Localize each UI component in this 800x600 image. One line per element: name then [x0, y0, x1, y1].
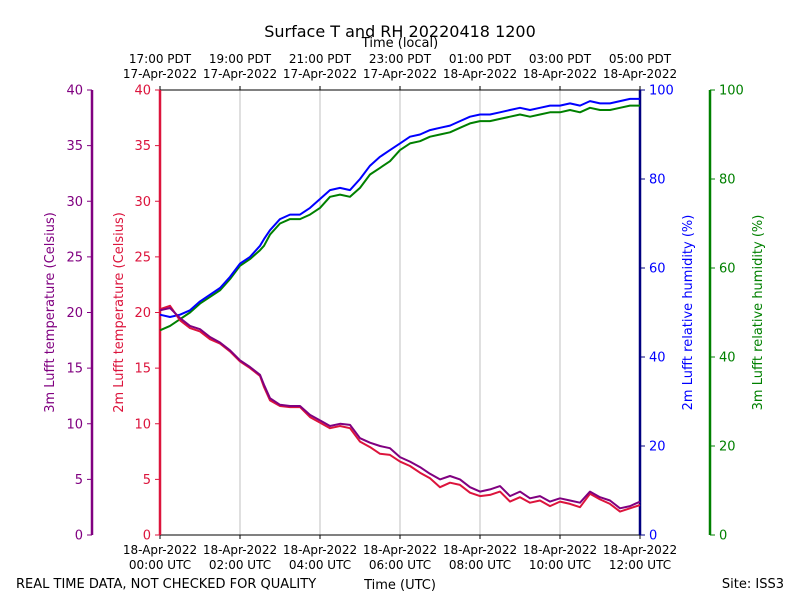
y-axis-2m-temp-tick-label-6: 30 — [134, 195, 151, 210]
x-top-tick-label-date-6: 18-Apr-2022 — [603, 67, 677, 81]
y-axis-2m-temp-tick-label-7: 35 — [134, 139, 151, 154]
y-axis-2m-temp-tick-label-8: 40 — [134, 84, 151, 99]
x-bottom-tick-label-time-2: 04:00 UTC — [289, 558, 351, 572]
x-top-tick-label-date-4: 18-Apr-2022 — [443, 67, 517, 81]
x-bottom-tick-label-date-1: 18-Apr-2022 — [203, 543, 277, 557]
y-axis-2m-rh-tick-label-3: 60 — [649, 262, 666, 277]
x-bottom-tick-label-date-6: 18-Apr-2022 — [603, 543, 677, 557]
y-axis-2m-temp-tick-label-4: 20 — [134, 306, 151, 321]
y-axis-3m-temp-tick-label-8: 40 — [66, 84, 83, 99]
x-top-tick-label-date-1: 17-Apr-2022 — [203, 67, 277, 81]
x-top-tick-label-date-5: 18-Apr-2022 — [523, 67, 597, 81]
x-top-tick-label-time-4: 01:00 PDT — [449, 52, 512, 66]
y-axis-3m-temp-tick-label-0: 0 — [75, 529, 83, 544]
x-bottom-tick-label-time-1: 02:00 UTC — [209, 558, 271, 572]
y-axis-2m-temp-tick-label-3: 15 — [134, 362, 151, 377]
x-top-tick-label-time-2: 21:00 PDT — [289, 52, 352, 66]
y-axis-2m-temp-tick-label-2: 10 — [134, 417, 151, 432]
x-bottom-tick-label-time-4: 08:00 UTC — [449, 558, 511, 572]
y-axis-3m-rh-tick-label-0: 0 — [719, 529, 727, 544]
y-axis-3m-temp-tick-label-7: 35 — [66, 139, 83, 154]
y-axis-3m-rh-label: 3m Lufft relative humidity (%) — [751, 215, 766, 411]
series-line-2m-lufft-relative-humidity — [159, 97, 640, 318]
y-axis-2m-rh-tick-label-5: 100 — [649, 84, 674, 99]
x-axis-top-label: Time (local) — [361, 36, 438, 51]
series-line-3m-lufft-temperature-celsius — [159, 307, 641, 510]
x-top-tick-label-date-3: 17-Apr-2022 — [363, 67, 437, 81]
x-top-tick-label-date-0: 17-Apr-2022 — [123, 67, 197, 81]
x-bottom-tick-label-date-3: 18-Apr-2022 — [363, 543, 437, 557]
y-axis-3m-rh-tick-label-4: 80 — [719, 173, 736, 188]
y-axis-2m-rh-tick-label-0: 0 — [649, 529, 657, 544]
x-top-tick-label-date-2: 17-Apr-2022 — [283, 67, 357, 81]
x-bottom-tick-label-date-5: 18-Apr-2022 — [523, 543, 597, 557]
quality-note: REAL TIME DATA, NOT CHECKED FOR QUALITY — [16, 577, 316, 592]
chart-title: Surface T and RH 20220418 1200 — [264, 22, 536, 41]
y-axis-2m-rh-tick-label-2: 40 — [649, 351, 666, 366]
y-axis-3m-temp-tick-label-1: 5 — [75, 473, 83, 488]
y-axis-3m-rh-tick-label-2: 40 — [719, 351, 736, 366]
x-top-tick-label-time-1: 19:00 PDT — [209, 52, 272, 66]
y-axis-3m-temp-tick-label-4: 20 — [66, 306, 83, 321]
x-bottom-tick-label-time-0: 00:00 UTC — [129, 558, 191, 572]
y-axis-3m-temp-tick-label-3: 15 — [66, 362, 83, 377]
x-bottom-tick-label-time-3: 06:00 UTC — [369, 558, 431, 572]
y-axis-3m-temp-tick-label-2: 10 — [66, 417, 83, 432]
site-label: Site: ISS3 — [722, 577, 784, 592]
x-top-tick-label-time-0: 17:00 PDT — [129, 52, 192, 66]
y-axis-3m-temp-tick-label-6: 30 — [66, 195, 83, 210]
y-axis-3m-rh-tick-label-1: 20 — [719, 440, 736, 455]
y-axis-2m-temp-tick-label-1: 5 — [143, 473, 151, 488]
y-axis-3m-temp-tick-label-5: 25 — [66, 250, 83, 265]
y-axis-2m-temp-label: 2m Lufft temperature (Celsius) — [112, 212, 127, 413]
x-axis-bottom-label: Time (UTC) — [363, 578, 436, 593]
series-line-3m-lufft-relative-humidity — [159, 104, 640, 332]
x-bottom-tick-label-time-5: 10:00 UTC — [529, 558, 591, 572]
y-axis-2m-temp-tick-label-5: 25 — [134, 250, 151, 265]
y-axis-2m-temp-tick-label-0: 0 — [143, 529, 151, 544]
y-axis-2m-rh-tick-label-4: 80 — [649, 173, 666, 188]
x-bottom-tick-label-date-2: 18-Apr-2022 — [283, 543, 357, 557]
x-bottom-tick-label-time-6: 12:00 UTC — [609, 558, 671, 572]
y-axis-3m-rh-tick-label-5: 100 — [719, 84, 744, 99]
y-axis-2m-rh-tick-label-1: 20 — [649, 440, 666, 455]
x-top-tick-label-time-6: 05:00 PDT — [609, 52, 672, 66]
y-axis-2m-rh-label: 2m Lufft relative humidity (%) — [681, 215, 696, 411]
x-bottom-tick-label-date-4: 18-Apr-2022 — [443, 543, 517, 557]
x-top-tick-label-time-5: 03:00 PDT — [529, 52, 592, 66]
y-axis-3m-temp-label: 3m Lufft temperature (Celsius) — [43, 212, 58, 413]
x-bottom-tick-label-date-0: 18-Apr-2022 — [123, 543, 197, 557]
y-axis-3m-rh-tick-label-3: 60 — [719, 262, 736, 277]
x-top-tick-label-time-3: 23:00 PDT — [369, 52, 432, 66]
